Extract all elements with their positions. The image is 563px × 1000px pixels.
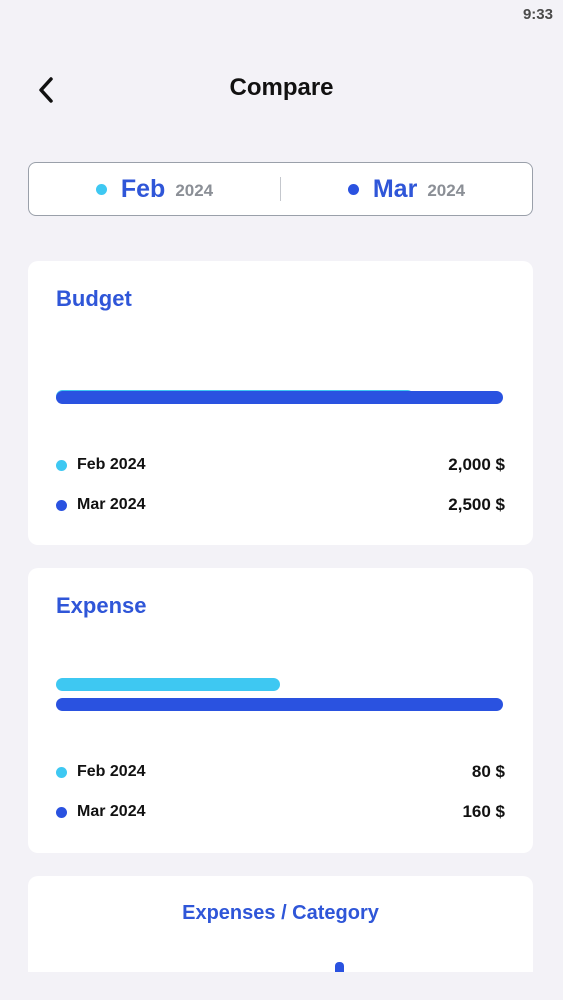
feb-dot-icon [56, 766, 67, 778]
legend-label: Feb 2024 [77, 763, 146, 780]
month-name-mar: Mar [372, 174, 418, 203]
mar-dot-icon [56, 806, 67, 818]
budget-legend-mar: Mar 2024 2,500 $ [56, 494, 505, 516]
category-card: Expenses / Category [28, 876, 533, 972]
legend-label: Mar 2024 [77, 496, 146, 513]
budget-title: Budget [56, 286, 132, 311]
expense-card: Expense Feb 2024 80 $ Mar 2024 160 $ [28, 568, 533, 853]
budget-card: Budget Feb 2024 2,000 $ Mar 2024 2,500 $ [28, 261, 533, 545]
mar-dot-icon [56, 499, 67, 511]
legend-value: 80 $ [471, 762, 505, 781]
page-title: Compare [229, 74, 334, 101]
feb-dot-icon [95, 183, 107, 195]
expense-legend-feb: Feb 2024 80 $ [56, 761, 505, 783]
month-selector-mar[interactable]: Mar 2024 [281, 175, 532, 204]
expense-legend-mar: Mar 2024 160 $ [56, 801, 505, 823]
legend-label: Mar 2024 [77, 803, 146, 820]
budget-legend-feb: Feb 2024 2,000 $ [56, 454, 505, 476]
expense-title: Expense [56, 593, 147, 618]
legend-label: Feb 2024 [77, 456, 146, 473]
category-chart-bar-top [335, 962, 344, 972]
legend-value: 160 $ [462, 802, 505, 821]
status-time: 9:33 [522, 6, 553, 23]
month-name-feb: Feb [120, 174, 166, 203]
month-divider [280, 177, 281, 201]
chevron-left-icon [39, 77, 53, 103]
category-title: Expenses / Category [182, 902, 379, 924]
budget-bar-mar [56, 391, 503, 404]
mar-dot-icon [347, 183, 359, 195]
legend-value: 2,500 $ [448, 495, 505, 514]
month-year-mar: 2024 [427, 180, 466, 200]
month-year-feb: 2024 [175, 180, 214, 200]
month-selector-feb[interactable]: Feb 2024 [29, 175, 280, 204]
expense-bar-feb [56, 678, 280, 691]
legend-value: 2,000 $ [448, 455, 505, 474]
month-selector: Feb 2024 Mar 2024 [28, 162, 533, 216]
expense-bar-mar [56, 698, 503, 711]
header: Compare [0, 70, 563, 110]
back-button[interactable] [28, 72, 64, 108]
feb-dot-icon [56, 459, 67, 471]
